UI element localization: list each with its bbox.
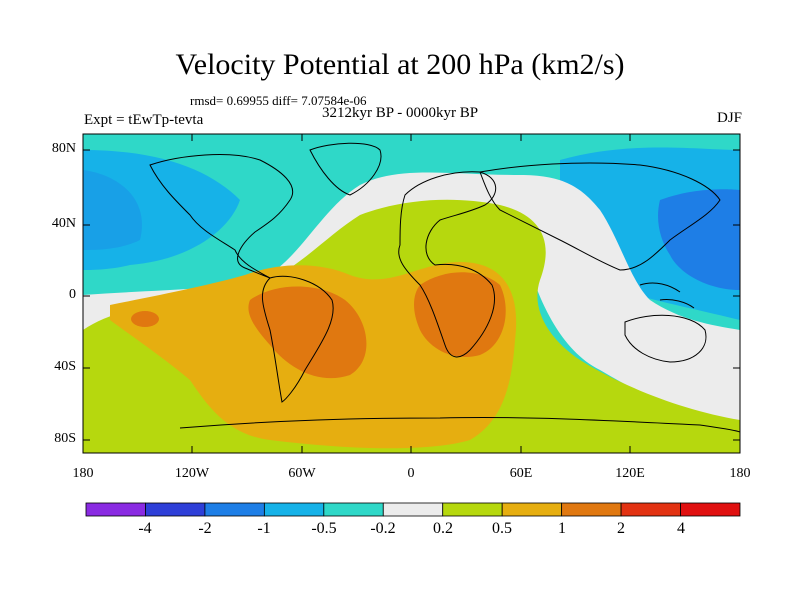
season-label: DJF: [716, 110, 742, 126]
colorbar-label: 0.2: [433, 520, 453, 537]
colorbar-label: -1: [257, 520, 271, 537]
contour-field: [83, 134, 740, 453]
experiment-label: Expt = tEwTp-tevta: [84, 112, 204, 128]
colorbar-box: [145, 502, 206, 517]
lon-label-120w: 120W: [174, 466, 210, 481]
colorbar-label: 0.5: [492, 520, 512, 537]
contour-band-darkorange-samerica: [248, 286, 367, 379]
colorbar-label: -2: [198, 520, 212, 537]
contour-band-lightblue-pacific: [83, 150, 240, 270]
lon-ticks: [82, 134, 741, 453]
map-title: Velocity Potential at 200 hPa (km2/s): [175, 48, 625, 81]
lon-label-60w: 60W: [288, 466, 316, 481]
lon-label-180e: 180: [729, 466, 751, 481]
colorbar-box: [501, 502, 563, 517]
period-label: 3212kyr BP - 0000kyr BP: [322, 105, 479, 121]
colorbar-label: -0.2: [370, 520, 396, 537]
contour-band-darkorange-pacific: [131, 311, 159, 327]
colorbar-box: [263, 502, 325, 517]
lon-label-60e: 60E: [509, 466, 533, 481]
colorbar: [85, 502, 741, 517]
colorbar-box: [680, 502, 741, 517]
colorbar-box: [85, 502, 146, 517]
lat-label-40s: 40S: [54, 359, 76, 374]
lon-label-180w: 180: [72, 466, 94, 481]
colorbar-label: 1: [558, 520, 566, 537]
lon-label-120e: 120E: [615, 466, 645, 481]
colorbar-label: 2: [617, 520, 625, 537]
lat-label-80s: 80S: [54, 431, 76, 446]
contour-band-blue-asia: [658, 189, 740, 290]
lon-label-0: 0: [407, 466, 415, 481]
colorbar-label: 4: [677, 520, 685, 537]
colorbar-box: [204, 502, 265, 517]
colorbar-box: [561, 502, 622, 517]
lat-label-0: 0: [69, 287, 76, 302]
contour-band-grey: [83, 172, 740, 430]
coastlines: [149, 142, 740, 433]
colorbar-box: [442, 502, 503, 517]
lat-label-40n: 40N: [51, 216, 76, 231]
lat-label-80n: 80N: [51, 141, 76, 156]
lat-ticks: [83, 149, 740, 441]
colorbar-box: [323, 502, 384, 517]
colorbar-label: -0.5: [311, 520, 337, 537]
colorbar-label: -4: [138, 520, 152, 537]
stats-text: rmsd= 0.69955 diff= 7.07584e-06: [190, 93, 367, 108]
contour-band-darkorange-africa: [414, 272, 506, 358]
colorbar-box: [382, 502, 444, 517]
colorbar-box: [620, 502, 681, 517]
contour-band-blue-pacific: [83, 170, 142, 250]
